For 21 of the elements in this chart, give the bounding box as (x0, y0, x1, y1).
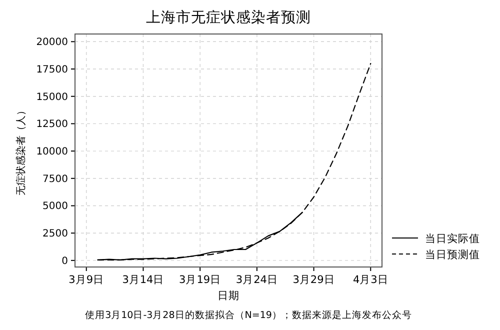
y-tick-label: 15000 (36, 92, 68, 103)
x-tick-label: 3月29日 (292, 274, 335, 286)
legend-label: 当日预测值 (425, 249, 480, 261)
x-tick-label: 3月24日 (236, 274, 278, 286)
x-axis-title: 日期 (218, 290, 240, 302)
y-tick-label: 5000 (42, 201, 68, 212)
legend-label: 当日实际值 (425, 232, 480, 245)
y-tick-label: 2500 (42, 228, 68, 240)
x-tick-label: 3月19日 (179, 274, 222, 286)
y-tick-label: 10000 (36, 146, 68, 158)
x-tick-label: 3月9日 (68, 274, 104, 286)
x-tick-label: 3月14日 (122, 274, 164, 286)
y-tick-label: 12500 (36, 119, 68, 130)
y-axis-title: 无症状感染者（人） (15, 106, 27, 196)
y-tick-label: 20000 (36, 37, 68, 48)
y-tick-label: 7500 (42, 174, 68, 185)
x-tick-label: 4月3日 (352, 274, 388, 286)
text: 使用3月10日-3月28日的数据拟合（N=19）；数据来源是上海发布公众号 (85, 309, 412, 321)
chart-title: 上海市无症状感染者预测 (146, 9, 311, 26)
y-tick-label: 0 (62, 256, 68, 267)
y-tick-label: 17500 (36, 64, 68, 76)
